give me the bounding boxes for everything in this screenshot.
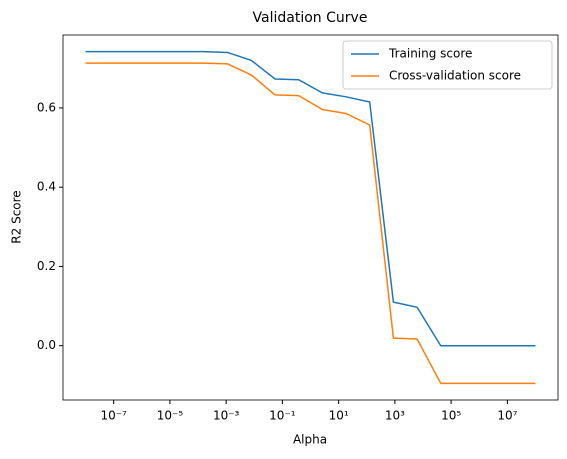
series-line <box>85 50 536 347</box>
x-tick-label: 10⁵ <box>441 409 461 423</box>
x-tick-label: 10⁻¹ <box>269 409 296 423</box>
legend-label: Training score <box>388 47 472 61</box>
legend-box <box>342 40 553 90</box>
axes-frame <box>62 34 559 401</box>
y-tick-label: 0.6 <box>37 100 56 114</box>
x-tick-label: 10¹ <box>329 409 349 423</box>
series-line <box>85 62 536 385</box>
x-tick-label: 10⁻⁷ <box>100 409 127 423</box>
y-axis-label: R2 Score <box>10 190 24 243</box>
y-tick-label: 0.2 <box>37 259 56 273</box>
x-tick-label: 10⁻⁵ <box>157 409 184 423</box>
x-tick-label: 10⁻³ <box>213 409 240 423</box>
y-tick-label: 0.0 <box>37 338 56 352</box>
x-axis-label: Alpha <box>293 433 327 447</box>
chart-title: Validation Curve <box>253 10 368 26</box>
x-tick-label: 10³ <box>385 409 405 423</box>
x-tick-label: 10⁷ <box>497 409 517 423</box>
y-tick-label: 0.4 <box>37 180 56 194</box>
legend-label: Cross-validation score <box>389 69 521 83</box>
